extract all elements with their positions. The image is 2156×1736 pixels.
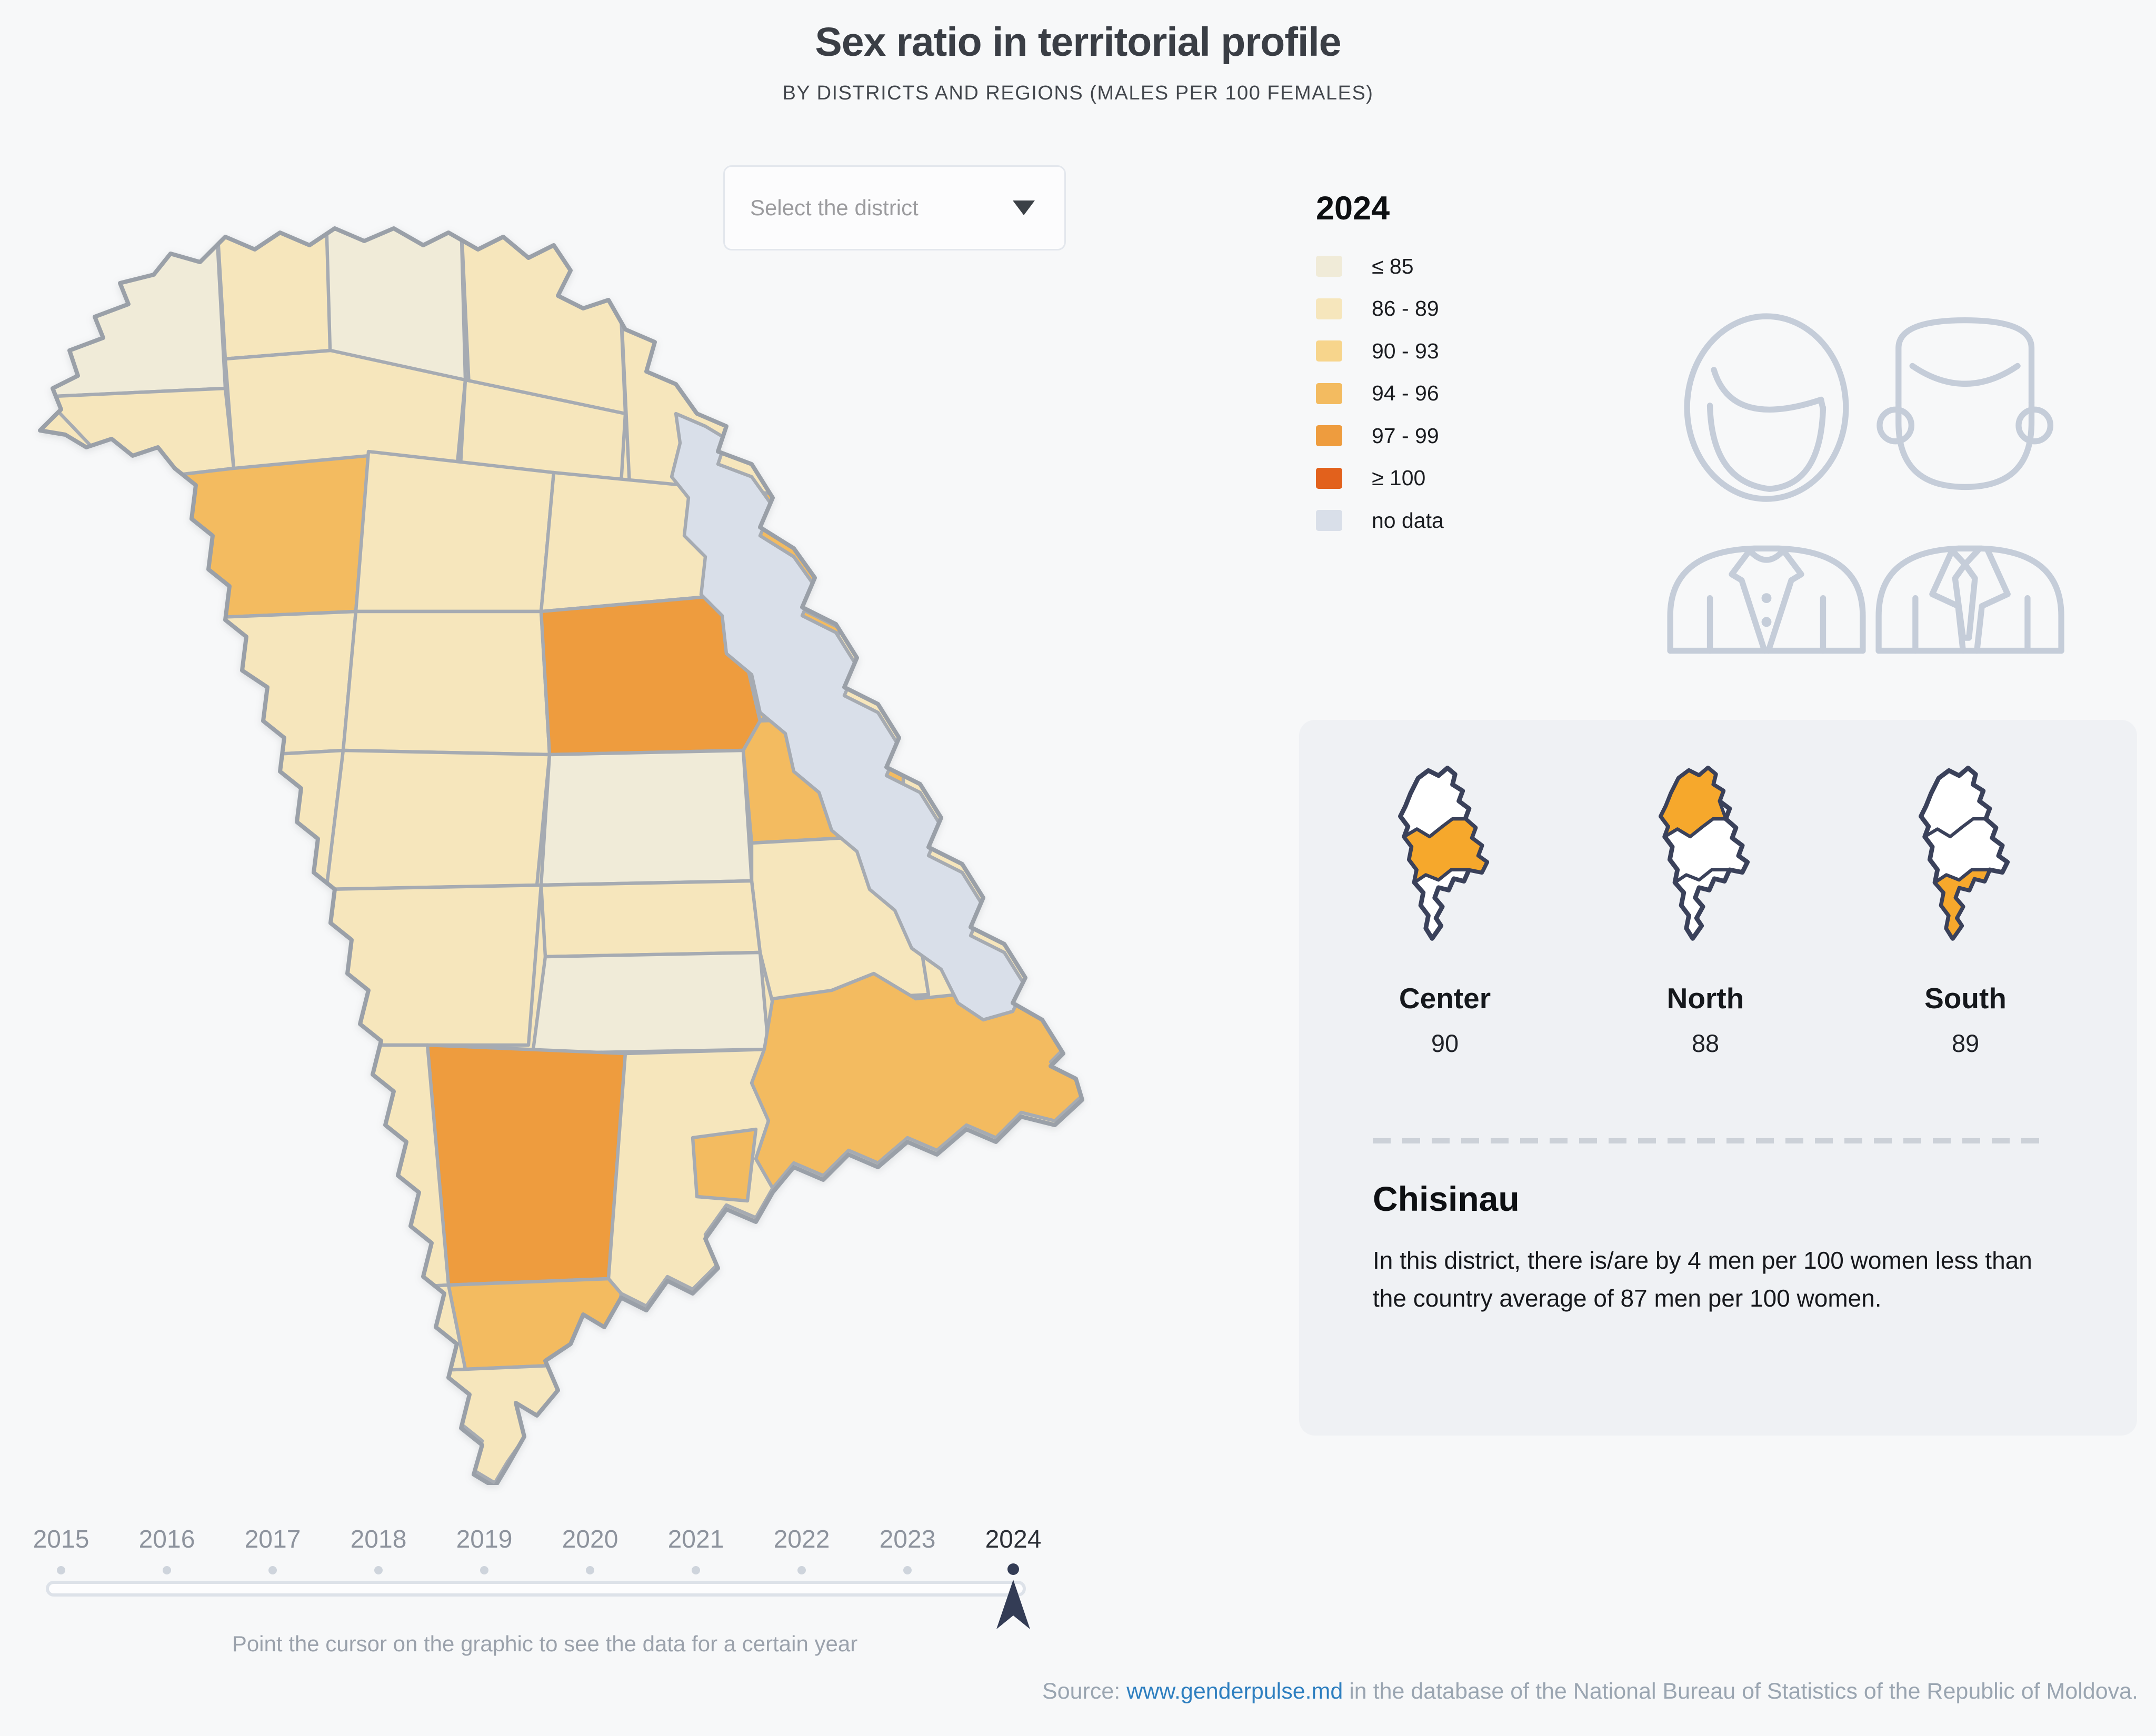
chevron-down-icon [1013,200,1035,215]
region-card-south: South 89 [1860,758,2071,1058]
legend-item: 94 - 96 [1316,373,1611,415]
year-label-2018[interactable]: 2018 [350,1526,407,1553]
source-link[interactable]: www.genderpulse.md [1126,1679,1343,1704]
year-label-2021[interactable]: 2021 [667,1526,724,1553]
district[interactable] [750,971,1082,1190]
year-tick [374,1566,383,1574]
district[interactable] [122,454,371,622]
moldova-choropleth-map[interactable] [32,220,1084,1485]
district[interactable] [341,609,552,757]
woman-icon [1667,313,1866,654]
district[interactable] [539,748,754,887]
year-tick [268,1566,277,1574]
legend-item: ≥ 100 [1316,457,1611,500]
region-info-panel: Center 90 North 88 South 89 Chisinau In … [1299,720,2137,1436]
district-select-placeholder: Select the district [750,195,919,220]
district[interactable] [531,950,771,1056]
legend-item: 86 - 89 [1316,288,1611,330]
legend-swatch [1316,340,1342,362]
district[interactable] [691,1127,758,1203]
region-name: South [1924,982,2007,1015]
year-slider-thumb[interactable] [994,1579,1032,1631]
legend-swatch [1316,425,1342,447]
district-select[interactable]: Select the district [723,165,1066,250]
year-tick [163,1566,171,1574]
region-value: 88 [1691,1029,1720,1057]
legend-swatch [1316,383,1342,404]
legend-swatch [1316,298,1342,319]
district[interactable] [265,1043,451,1296]
region-name: Center [1399,982,1491,1015]
region-value: 89 [1951,1029,1980,1057]
year-tick [586,1566,594,1574]
source-suffix: in the database of the National Bureau o… [1343,1679,2138,1704]
legend-item: ≤ 85 [1316,245,1611,288]
district[interactable] [156,609,358,761]
year-tick [480,1566,488,1574]
page-subtitle: BY DISTRICTS AND REGIONS (MALES PER 100 … [782,82,1374,104]
district[interactable] [354,449,556,614]
legend-swatch [1316,510,1342,531]
year-label-2016[interactable]: 2016 [138,1526,195,1553]
year-tick [692,1566,700,1574]
district[interactable] [282,1361,615,1485]
year-label-2017[interactable]: 2017 [244,1526,301,1553]
north-region-minimap [1659,766,1750,941]
country-outline [38,226,1084,1485]
year-tick [797,1566,806,1574]
selected-district-description: In this district, there is/are by 4 men … [1373,1247,2032,1312]
district[interactable] [219,887,328,1056]
year-label-2022[interactable]: 2022 [773,1526,830,1553]
year-label-2020[interactable]: 2020 [562,1526,618,1553]
south-region-minimap [1919,766,2010,941]
district[interactable] [539,879,762,959]
region-value: 90 [1431,1029,1459,1057]
center-region-minimap [1398,766,1490,941]
year-label-2015[interactable]: 2015 [33,1526,89,1553]
selected-district-name: Chisinau [1373,1179,1520,1218]
man-icon [1875,317,2064,654]
source-line: Source: www.genderpulse.md in the databa… [1042,1679,2138,1704]
legend-swatch [1316,467,1342,489]
map-legend: 2024 ≤ 85 86 - 89 90 - 93 94 - 96 97 - 9… [1316,189,1611,542]
year-label-2019[interactable]: 2019 [456,1526,513,1553]
legend-item: no data [1316,499,1611,542]
region-card-north: North 88 [1600,758,1811,1058]
source-prefix: Source: [1042,1679,1127,1704]
year-tick [57,1566,65,1574]
district[interactable] [32,230,227,399]
year-slider-track[interactable] [46,1581,1026,1597]
district[interactable] [425,1043,627,1287]
legend-item: 97 - 99 [1316,415,1611,457]
slider-hint-text: Point the cursor on the graphic to see t… [232,1631,858,1656]
region-name: North [1666,982,1744,1015]
year-tick [903,1566,912,1574]
legend-item: 90 - 93 [1316,330,1611,373]
year-label-2024-selected[interactable]: 2024 [985,1526,1042,1553]
page-title: Sex ratio in territorial profile [815,19,1341,65]
district[interactable] [211,1270,467,1397]
woman-and-man-icons [1667,313,2064,654]
legend-year: 2024 [1316,190,1390,227]
legend-swatch [1316,256,1342,277]
year-tick-selected [1007,1563,1019,1575]
district[interactable] [324,748,552,891]
district[interactable] [223,348,467,470]
year-label-2023[interactable]: 2023 [879,1526,936,1553]
dashed-divider [1373,1138,2048,1143]
region-card-center: Center 90 [1340,758,1550,1058]
